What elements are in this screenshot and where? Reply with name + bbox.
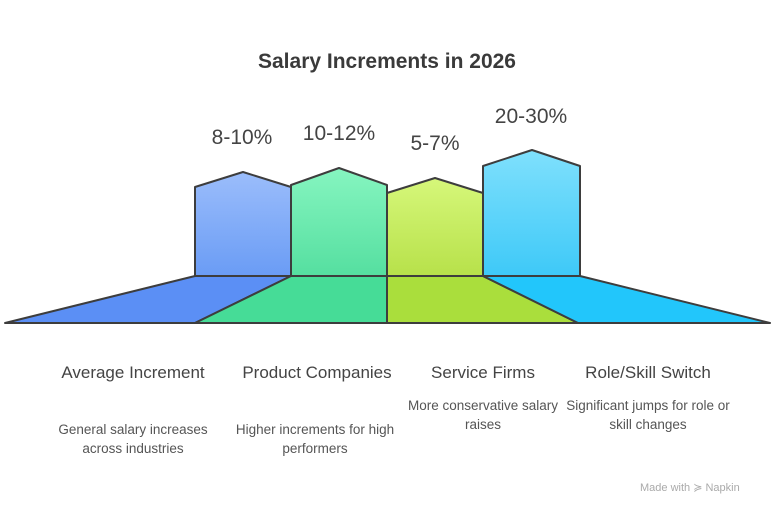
- bar-average-increment: [194, 171, 292, 277]
- value-service-firms: 5-7%: [410, 132, 460, 155]
- increment-diagram: [4, 149, 771, 324]
- bar-service-firms: [386, 177, 484, 277]
- floor-role-skill-switch: [482, 275, 771, 324]
- label-role-skill-switch: Role/Skill Switch: [585, 363, 711, 382]
- desc-average-increment: General salary increases across industri…: [58, 422, 208, 456]
- label-product-companies: Product Companies: [242, 363, 392, 382]
- value-role-skill-switch: 20-30%: [494, 105, 568, 128]
- value-product-companies: 10-12%: [302, 122, 376, 145]
- napkin-branding: Made with ≽ Napkin: [640, 482, 740, 494]
- bar-role-skill-switch: [482, 149, 581, 277]
- label-service-firms: Service Firms: [431, 363, 535, 382]
- desc-product-companies: Higher increments for high performers: [235, 422, 395, 456]
- diagram-title: Salary Increments in 2026: [258, 50, 516, 73]
- desc-role-skill-switch: Significant jumps for role or skill chan…: [566, 398, 730, 432]
- value-average-increment: 8-10%: [211, 126, 273, 149]
- label-average-increment: Average Increment: [61, 363, 205, 382]
- bar-product-companies: [290, 167, 388, 277]
- desc-service-firms: More conservative salary raises: [407, 398, 559, 432]
